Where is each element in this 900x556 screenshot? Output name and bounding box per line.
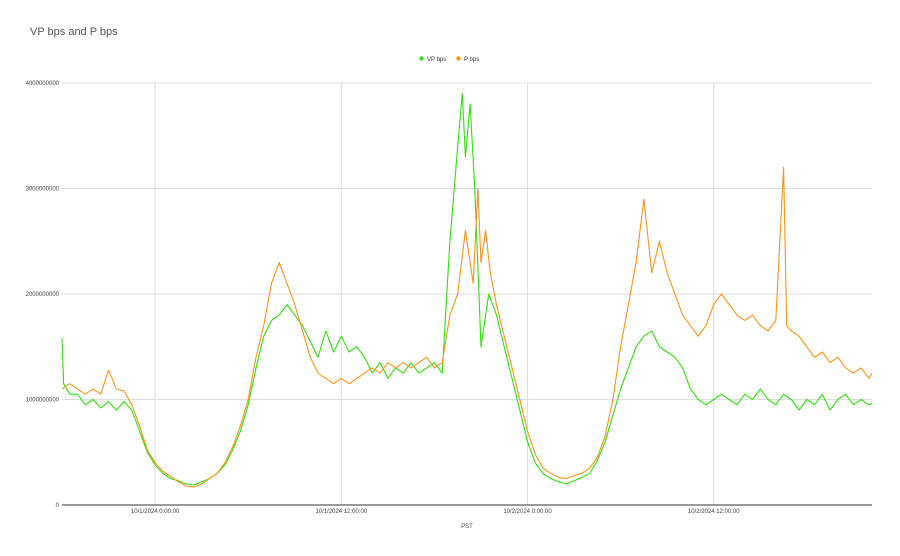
gridlines xyxy=(62,82,872,505)
x-tick-label: 10/1/2024 0:00:00 xyxy=(131,509,180,515)
series-line-p[interactable] xyxy=(61,166,873,488)
x-axis-ticks: 10/1/2024 0:00:00 10/1/2024 12:00:00 10/2/… xyxy=(131,509,740,515)
legend: VP bps P bps xyxy=(419,56,479,63)
x-tick-label: 10/2/2024 12:00:00 xyxy=(688,509,740,515)
x-axis-title: PST xyxy=(461,524,473,530)
y-tick-label: 4000000000 xyxy=(26,81,60,87)
x-tick-label: 10/2/2024 0:00:00 xyxy=(503,509,552,515)
legend-label-vp: VP bps xyxy=(427,57,446,63)
legend-label-p: P bps xyxy=(464,57,479,63)
legend-item-p[interactable]: P bps xyxy=(456,56,479,63)
y-tick-label: 2000000000 xyxy=(26,292,60,298)
y-axis-ticks: 0 1000000000 2000000000 3000000000 400000000… xyxy=(26,81,60,509)
y-tick-label: 1000000000 xyxy=(26,398,60,404)
legend-swatch-vp xyxy=(419,56,424,61)
legend-swatch-p xyxy=(456,56,461,61)
legend-item-vp[interactable]: VP bps xyxy=(419,56,446,63)
x-tick-label: 10/1/2024 12:00:00 xyxy=(315,509,367,515)
y-tick-label: 3000000000 xyxy=(26,187,60,193)
y-tick-label: 0 xyxy=(56,503,60,509)
series-line-vp[interactable] xyxy=(61,93,873,486)
chart-title: VP bps and P bps xyxy=(30,26,118,38)
plot-area xyxy=(61,93,873,488)
